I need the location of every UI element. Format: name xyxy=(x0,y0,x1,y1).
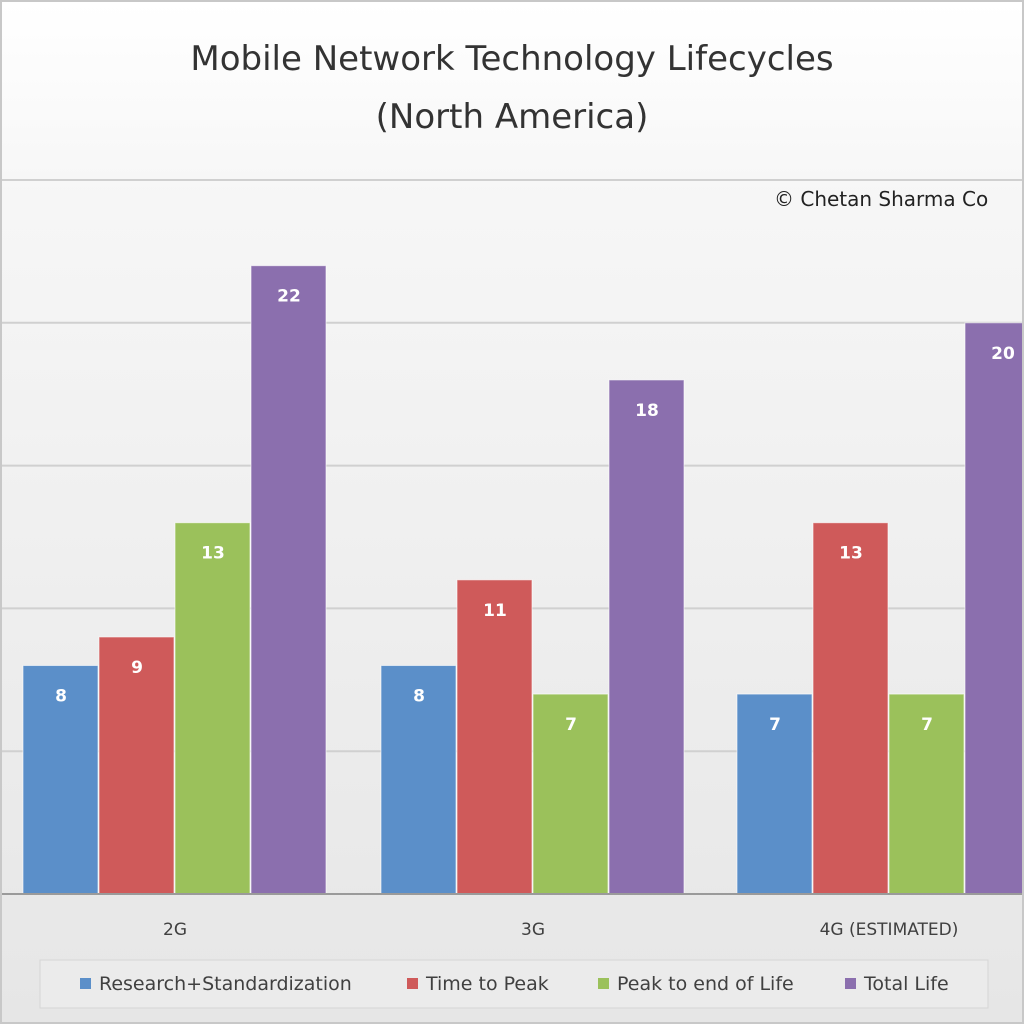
legend-swatch xyxy=(845,978,856,989)
bar xyxy=(22,665,99,895)
data-label: 18 xyxy=(635,401,659,421)
legend: Research+Standardization Time to Peak Peak… xyxy=(80,973,949,995)
legend-label: Research+Standardization xyxy=(99,973,352,995)
x-axis-ticks: 2G 3G 4G (ESTIMATED) xyxy=(163,920,958,940)
bar xyxy=(608,379,685,895)
legend-label: Time to Peak xyxy=(425,973,549,995)
x-tick-label: 4G (ESTIMATED) xyxy=(820,920,959,940)
bar xyxy=(174,522,251,895)
x-tick-label: 3G xyxy=(521,920,545,940)
data-label: 7 xyxy=(565,715,577,735)
data-label: 20 xyxy=(991,344,1015,364)
bar xyxy=(736,693,813,895)
legend-swatch xyxy=(80,978,91,989)
bars xyxy=(22,265,1022,895)
data-label: 8 xyxy=(55,687,67,707)
bar xyxy=(250,265,327,895)
bar xyxy=(532,693,609,895)
data-label: 13 xyxy=(201,544,225,564)
legend-label: Peak to end of Life xyxy=(617,973,794,995)
legend-label: Total Life xyxy=(863,973,949,995)
bar xyxy=(380,665,457,895)
bar xyxy=(812,522,889,895)
legend-swatch xyxy=(598,978,609,989)
data-label: 8 xyxy=(413,687,425,707)
legend-box xyxy=(39,959,989,1009)
data-label: 13 xyxy=(839,544,863,564)
data-labels: 8 9 13 22 8 11 7 18 7 13 7 20 xyxy=(55,287,1015,735)
data-label: 7 xyxy=(769,715,781,735)
chart-subtitle: (North America) xyxy=(376,97,649,137)
bar xyxy=(964,322,1022,895)
data-label: 11 xyxy=(483,601,507,621)
data-label: 9 xyxy=(131,658,143,678)
copyright-watermark: © Chetan Sharma Co xyxy=(774,187,988,211)
x-tick-label: 2G xyxy=(163,920,187,940)
bar xyxy=(456,579,533,895)
data-label: 7 xyxy=(921,715,933,735)
chart-title: Mobile Network Technology Lifecycles xyxy=(190,39,833,79)
bar xyxy=(888,693,965,895)
data-label: 22 xyxy=(277,287,301,307)
legend-swatch xyxy=(407,978,418,989)
